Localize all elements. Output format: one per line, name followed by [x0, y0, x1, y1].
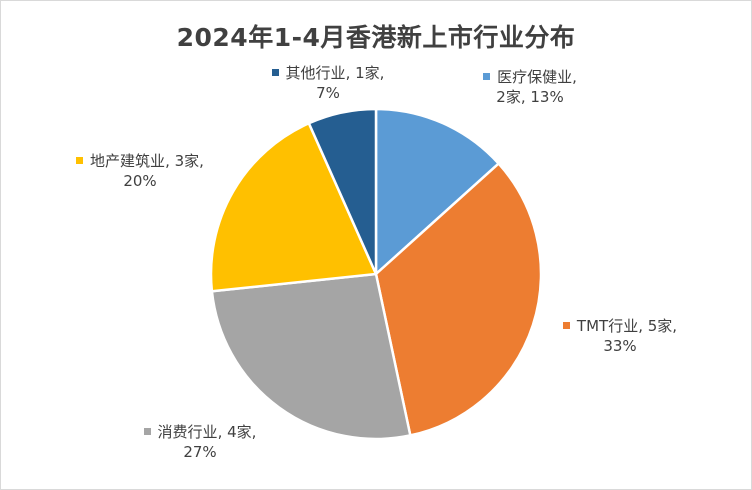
label-name: 地产建筑业 — [90, 152, 166, 170]
label-name: 医疗保健业 — [497, 68, 573, 86]
label-percent: 13% — [530, 88, 564, 106]
label-count: 3家 — [174, 152, 200, 170]
label-name: 其他行业 — [285, 64, 346, 82]
label-name: 消费行业 — [157, 423, 218, 441]
label-count: 1家 — [355, 64, 380, 82]
label-count: 2家 — [496, 88, 521, 106]
label-percent: 20% — [123, 172, 157, 190]
label-count: 4家 — [227, 423, 252, 441]
chart-title: 2024年1-4月香港新上市行业分布 — [176, 23, 576, 52]
slice-consumer — [210, 272, 412, 441]
data-label-real-estate: 地产建筑业, 3家, 20% — [55, 151, 225, 191]
slice-other — [307, 107, 378, 276]
legend-marker-other — [271, 69, 279, 76]
label-count: 5家 — [647, 317, 673, 335]
data-label-healthcare: 医疗保健业, 2家, 13% — [455, 67, 605, 107]
label-percent: 33% — [603, 337, 637, 355]
data-label-tmt: TMT行业, 5家, 33% — [540, 316, 700, 356]
slice-real-estate — [209, 122, 378, 293]
legend-marker-consumer — [143, 428, 151, 435]
legend-marker-healthcare — [483, 73, 491, 80]
data-label-consumer: 消费行业, 4家, 27% — [120, 422, 280, 462]
label-percent: 7% — [316, 84, 340, 102]
slice-healthcare — [374, 107, 500, 276]
legend-marker-real-estate — [76, 157, 84, 164]
data-label-other: 其他行业, 1家, 7% — [238, 63, 418, 103]
label-percent: 27% — [183, 443, 217, 461]
legend-marker-tmt — [562, 322, 570, 329]
slice-tmt — [374, 162, 543, 437]
label-name: TMT行业 — [576, 317, 639, 335]
